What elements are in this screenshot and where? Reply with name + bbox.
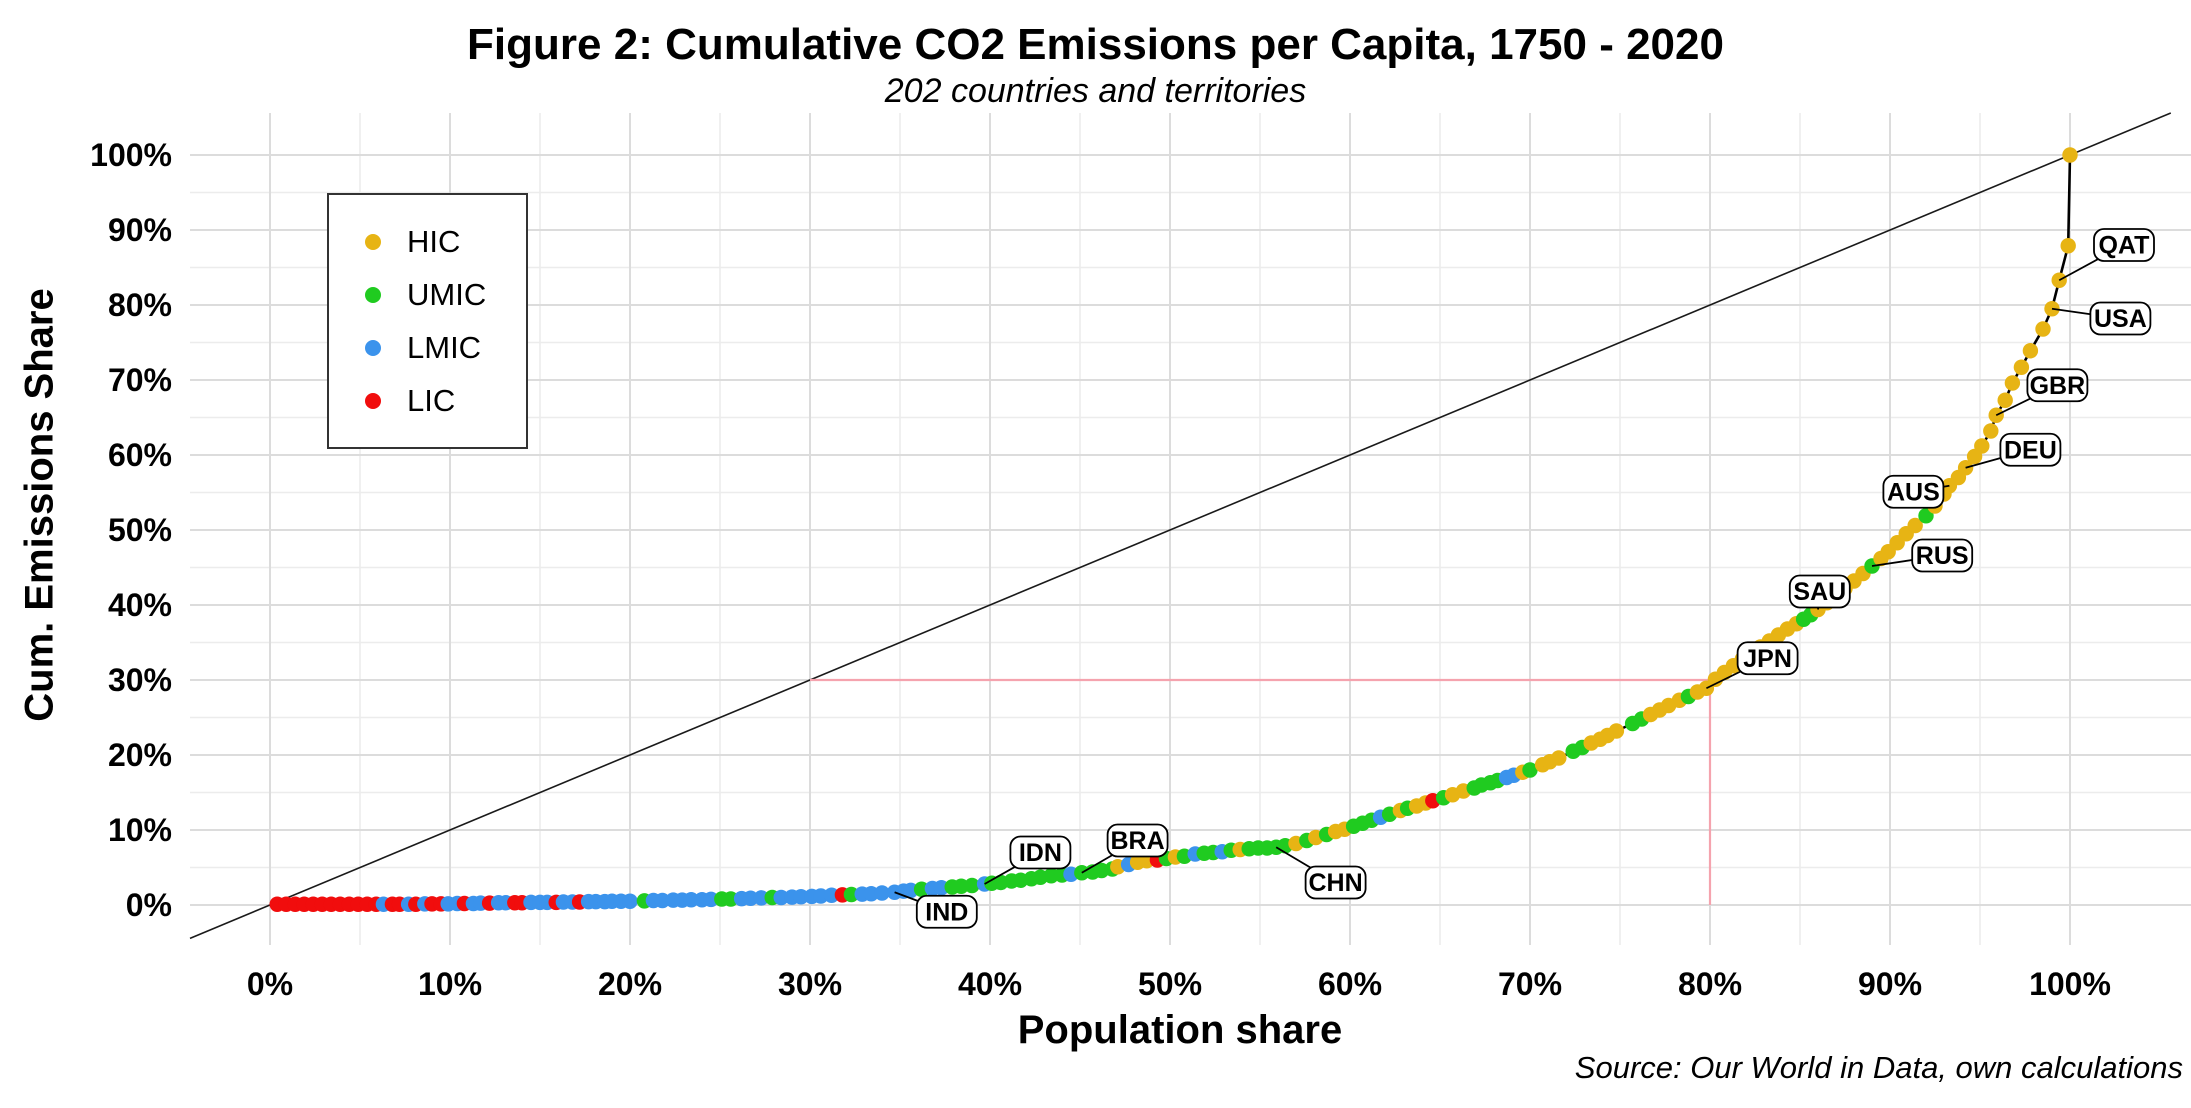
y-tick-label: 50% — [108, 512, 172, 548]
country-label-box-qat — [2093, 228, 2155, 262]
data-points — [269, 147, 2078, 912]
y-tick-label: 90% — [108, 212, 172, 248]
y-tick-label: 60% — [108, 437, 172, 473]
x-tick-label: 30% — [778, 966, 842, 1002]
x-tick-label: 20% — [598, 966, 662, 1002]
y-tick-label: 30% — [108, 662, 172, 698]
data-point-hic — [2060, 238, 2076, 254]
data-point-lmic — [703, 891, 719, 908]
country-label-box-deu — [1999, 432, 2062, 467]
data-point-hic — [2035, 321, 2051, 337]
data-point-hic — [1974, 438, 1990, 454]
data-point-hic — [2022, 343, 2039, 359]
data-point-umic — [723, 891, 739, 907]
data-point-lmic — [622, 893, 638, 909]
x-tick-label: 80% — [1678, 966, 1742, 1002]
x-tick-label: 40% — [958, 966, 1022, 1002]
y-tick-label: 70% — [108, 362, 172, 398]
data-point-lmic — [654, 892, 671, 909]
data-point-umic — [843, 886, 860, 903]
country-label-box-aus — [1882, 474, 1945, 509]
country-label-usa: USA — [2094, 305, 2147, 333]
callout-leader-lines — [894, 244, 2125, 913]
country-label-rus: RUS — [1916, 542, 1969, 570]
y-tick-label: 40% — [108, 587, 172, 623]
data-point-lmic — [742, 890, 759, 906]
country-label-ind: IND — [925, 898, 968, 926]
y-tick-label: 20% — [108, 737, 172, 773]
x-tick-label: 0% — [247, 966, 293, 1002]
legend-item-lic: LIC — [365, 383, 526, 419]
country-label-box-chn — [1304, 865, 1367, 900]
country-label-box-ind — [915, 894, 978, 929]
country-label-box-usa — [2089, 301, 2152, 336]
data-point-lmic — [683, 892, 699, 908]
legend: HIC UMIC LMIC LIC — [327, 193, 528, 449]
country-label-box-sau — [1788, 574, 1851, 609]
data-point-hic — [1907, 517, 1923, 534]
x-tick-label: 10% — [418, 966, 482, 1002]
legend-dot-icon — [365, 286, 381, 303]
data-point-umic — [1918, 508, 1934, 524]
x-tick-label: 100% — [2029, 966, 2111, 1002]
data-point-umic — [1522, 762, 1538, 778]
country-label-box-gbr — [2026, 368, 2089, 403]
data-point-hic — [2004, 375, 2021, 391]
legend-item-hic: HIC — [365, 224, 526, 260]
country-labels: IND IDN BRA CHN JPN SAU RUS AUS DEU GBR USA QAT — [915, 228, 2155, 929]
x-tick-label: 50% — [1138, 966, 1202, 1002]
x-axis-title: Population share — [1017, 1008, 1343, 1052]
data-point-lmic — [874, 885, 890, 901]
legend-label: LIC — [407, 382, 456, 418]
data-point-hic — [1551, 750, 1567, 766]
data-point-umic — [964, 877, 980, 894]
country-label-chn: CHN — [1309, 869, 1363, 897]
country-label-sau: SAU — [1793, 578, 1846, 606]
chart-subtitle: 202 countries and territories — [884, 72, 1307, 110]
legend-item-lmic: LMIC — [365, 330, 526, 366]
country-label-bra: BRA — [1111, 827, 1165, 855]
data-point-hic — [1608, 723, 1625, 739]
y-axis-title: Cum. Emissions Share — [17, 288, 62, 722]
legend-label: LMIC — [407, 329, 482, 365]
y-tick-label: 80% — [108, 287, 172, 323]
country-label-gbr: GBR — [2030, 372, 2086, 400]
data-point-hic — [1983, 423, 1999, 439]
country-label-box-bra — [1106, 823, 1169, 858]
chart-title: Figure 2: Cumulative CO2 Emissions per C… — [467, 20, 1724, 69]
data-point-lmic — [753, 890, 770, 906]
data-point-hic — [2062, 147, 2078, 163]
legend-dot-icon — [365, 339, 381, 356]
equality-line — [189, 112, 2172, 940]
y-tick-label: 100% — [90, 137, 172, 173]
source-note: Source: Our World in Data, own calculati… — [1574, 1050, 2183, 1085]
x-tick-label: 60% — [1318, 966, 1382, 1002]
country-label-box-jpn — [1736, 641, 1799, 676]
x-tick-label: 70% — [1498, 966, 1562, 1002]
data-point-lmic — [773, 889, 789, 906]
data-point-hic — [2013, 359, 2030, 375]
country-label-aus: AUS — [1887, 478, 1940, 506]
country-label-qat: QAT — [2099, 232, 2150, 260]
data-point-lmic — [823, 887, 840, 903]
legend-dot-icon — [365, 392, 381, 409]
legend-item-umic: UMIC — [365, 277, 526, 313]
axis-tick-labels: 0% 10% 20% 30% 40% 50% 60% 70% 80% 90% 100% 0% 10% 20… — [90, 137, 2111, 1002]
y-tick-label: 10% — [108, 812, 172, 848]
country-label-idn: IDN — [1019, 839, 1062, 867]
y-tick-label: 0% — [126, 887, 172, 923]
legend-dot-icon — [365, 233, 381, 250]
data-point-lmic — [793, 889, 809, 905]
legend-label: HIC — [407, 223, 461, 259]
country-label-jpn: JPN — [1743, 645, 1792, 673]
country-label-box-idn — [1009, 835, 1072, 870]
x-tick-label: 90% — [1858, 966, 1922, 1002]
legend-label: UMIC — [407, 276, 487, 312]
data-point-hic — [1997, 392, 2013, 408]
country-label-box-rus — [1911, 538, 1974, 573]
country-label-deu: DEU — [2004, 436, 2057, 464]
